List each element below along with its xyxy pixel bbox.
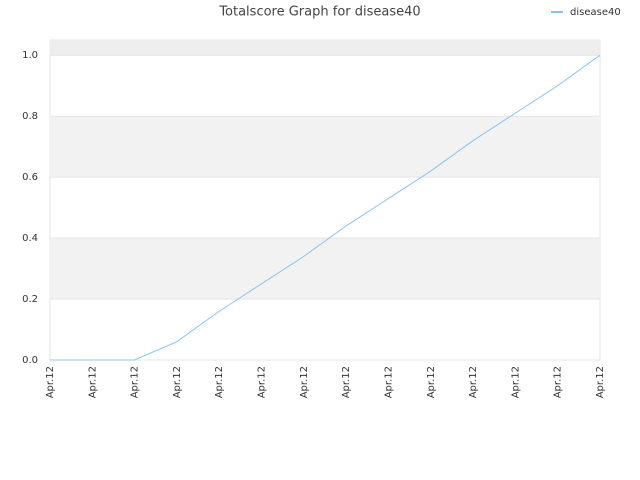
grid-band [50,116,600,178]
grid-band [50,40,600,56]
x-tick-label: Apr.12 [468,366,479,398]
y-tick-label: 0.4 [22,233,38,244]
x-tick-label: Apr.12 [299,366,310,398]
x-tick-label: Apr.12 [130,366,141,398]
x-tick-label: Apr.12 [172,366,183,398]
y-tick-label: 0.6 [22,172,38,183]
legend-label: disease40 [570,7,621,18]
y-tick-label: 0.0 [22,355,38,366]
x-tick-label: Apr.12 [595,366,606,398]
grid-band [50,238,600,300]
y-tick-label: 1.0 [22,50,38,61]
x-tick-label: Apr.12 [45,366,56,398]
series-line [50,54,601,361]
x-tick-label: Apr.12 [553,366,564,398]
x-tick-label: Apr.12 [383,366,394,398]
x-tick-label: Apr.12 [426,366,437,398]
x-tick-label: Apr.12 [214,366,225,398]
chart-title: Totalscore Graph for disease40 [218,5,420,20]
x-tick-label: Apr.12 [257,366,268,398]
x-tick-label: Apr.12 [87,366,98,398]
y-tick-label: 0.2 [22,294,38,305]
x-tick-label: Apr.12 [510,366,521,398]
plot-area [49,39,601,361]
y-tick-label: 0.8 [22,111,38,122]
x-tick-label: Apr.12 [341,366,352,398]
